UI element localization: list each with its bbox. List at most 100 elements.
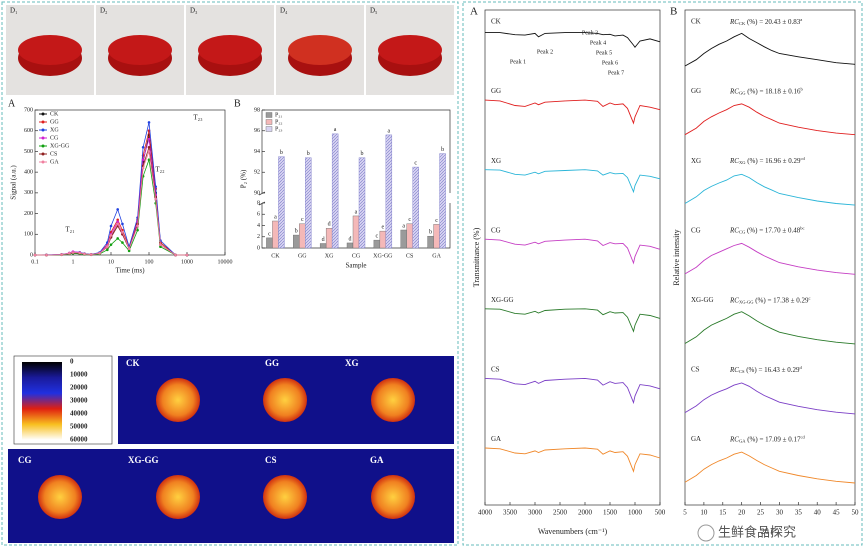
bar	[433, 224, 440, 249]
sample-top	[198, 35, 262, 65]
y-tick-label: 8	[257, 200, 260, 206]
significance-letter: d	[328, 222, 331, 228]
significance-letter: c	[301, 217, 304, 223]
spectrum	[684, 242, 856, 275]
panel-label: A	[470, 6, 478, 18]
series-label: CK	[691, 18, 701, 26]
legend-marker	[41, 152, 45, 156]
point	[121, 230, 124, 234]
y-tick-label: 0	[30, 252, 33, 258]
legend-swatch	[265, 126, 273, 132]
significance-letter: e	[382, 225, 385, 231]
mri-label: GA	[370, 455, 384, 465]
significance-letter: a	[274, 214, 277, 220]
x-tick-label: 3000	[528, 509, 543, 517]
series-label: GG	[691, 87, 701, 95]
y-tick-label: 100	[24, 232, 33, 238]
significance-letter: b	[280, 150, 283, 156]
spectrum	[484, 99, 661, 125]
spectrum	[684, 32, 856, 67]
rc-label: RCXG-GG (%) = 17.38 ± 0.29c	[729, 295, 811, 304]
bar-hatch	[278, 156, 285, 248]
series-label: CG	[691, 226, 701, 234]
mri-label: XG-GG	[128, 455, 159, 465]
peak-label: Peak 1	[510, 59, 526, 65]
y-tick-label: 600	[24, 128, 33, 134]
point	[159, 245, 162, 249]
point	[154, 197, 157, 201]
point	[106, 248, 109, 252]
spectrum	[684, 103, 856, 136]
x-tick-label: CS	[406, 253, 413, 259]
x-axis-label: Wavenumbers (cm⁻¹)	[538, 527, 608, 536]
watermark-icon	[697, 524, 715, 542]
rc-part: c	[809, 295, 811, 300]
x-tick-label: 1500	[603, 509, 618, 517]
rc-part: d	[800, 365, 803, 370]
rc-part: GG	[739, 91, 746, 96]
point	[127, 247, 131, 251]
sample-top	[18, 35, 82, 65]
bar-hatch	[359, 157, 365, 248]
legend-swatch	[265, 112, 273, 118]
rc-part: CG	[739, 230, 746, 235]
series-label: XG	[491, 157, 501, 165]
point	[121, 222, 124, 226]
series-label: XG-GG	[491, 296, 514, 304]
x-tick-label: GG	[298, 253, 307, 259]
point	[159, 243, 162, 246]
photo-label: D₁	[10, 7, 18, 15]
point	[45, 253, 48, 257]
x-tick-label: GA	[432, 253, 441, 259]
legend-label: CK	[50, 111, 59, 117]
bar	[427, 235, 434, 249]
mri-sample	[263, 475, 307, 519]
rc-part: RC	[729, 226, 739, 234]
legend-swatch	[265, 119, 273, 125]
colorbar-label: 50000	[70, 423, 88, 431]
plot-frame	[34, 109, 226, 256]
significance-letter: d	[322, 237, 325, 243]
x-tick-label: 500	[655, 509, 666, 517]
legend-marker	[41, 112, 45, 116]
sample-top	[378, 35, 442, 65]
x-tick-label: 50	[852, 509, 860, 517]
series-label: GG	[491, 87, 501, 95]
series-line	[35, 159, 187, 256]
point	[71, 251, 75, 254]
x-tick-label: 15	[719, 509, 727, 517]
photos: D₁ D₂ D₃ D₄ D₅	[6, 5, 454, 95]
charts: A0.1 1 10 100 1000 10000010020030040050060070…	[8, 6, 859, 536]
annotation: T₂₃	[193, 114, 203, 122]
significance-letter: c	[408, 217, 411, 223]
x-tick-label: CK	[271, 253, 280, 259]
spectrum	[484, 377, 661, 405]
spectrum	[484, 238, 661, 265]
plot-frame	[484, 9, 661, 506]
watermark: 生鲜食品探究	[718, 525, 796, 541]
x-tick-label: 1	[72, 259, 75, 265]
point	[89, 253, 93, 256]
x-tick-label: 35	[795, 509, 803, 517]
point	[185, 253, 189, 257]
spectrum	[484, 447, 661, 473]
photo-label: D₄	[280, 7, 288, 15]
legend-label: GA	[50, 159, 59, 165]
point	[116, 220, 119, 224]
peak-label: Peak 7	[608, 70, 624, 76]
rc-part: XG-GG	[739, 299, 754, 304]
series-label: CK	[491, 18, 501, 26]
point	[174, 253, 177, 257]
bar	[406, 223, 413, 249]
point	[116, 218, 119, 222]
peak-label: Peak 4	[590, 40, 606, 46]
x-tick-label: 20	[738, 509, 746, 517]
point	[147, 150, 151, 153]
left-panel	[1, 1, 459, 546]
y-tick-label: 98	[254, 107, 260, 113]
bar-hatch	[439, 153, 446, 248]
y-axis-label: Transmittance (%)	[472, 227, 481, 287]
point	[83, 252, 86, 256]
point	[116, 222, 119, 226]
